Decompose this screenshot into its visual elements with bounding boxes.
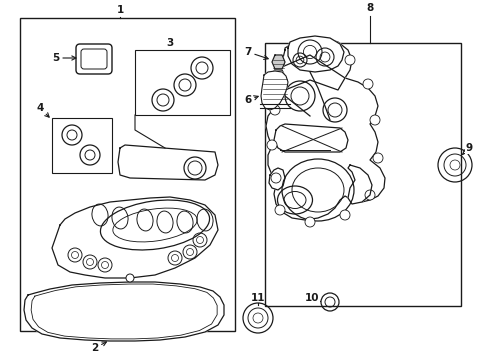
FancyBboxPatch shape	[81, 49, 107, 69]
Polygon shape	[266, 38, 385, 220]
Circle shape	[340, 210, 350, 220]
Circle shape	[126, 274, 134, 282]
Circle shape	[275, 205, 285, 215]
Polygon shape	[118, 145, 218, 180]
Text: 10: 10	[305, 293, 320, 303]
Circle shape	[363, 79, 373, 89]
Polygon shape	[272, 55, 285, 69]
Circle shape	[373, 153, 383, 163]
Polygon shape	[269, 168, 285, 190]
Text: 9: 9	[463, 143, 472, 154]
FancyBboxPatch shape	[76, 44, 112, 74]
Text: 8: 8	[367, 3, 374, 13]
Circle shape	[305, 217, 315, 227]
Polygon shape	[288, 36, 344, 72]
Bar	[20, 18, 235, 331]
Polygon shape	[275, 55, 345, 92]
Bar	[265, 43, 461, 306]
Text: 7: 7	[245, 47, 268, 59]
Text: 11: 11	[251, 293, 265, 303]
Text: 5: 5	[52, 53, 76, 63]
Circle shape	[267, 140, 277, 150]
Text: 2: 2	[91, 342, 106, 353]
Bar	[135, 50, 230, 115]
Bar	[52, 118, 112, 173]
Circle shape	[365, 190, 375, 200]
Text: 6: 6	[245, 95, 258, 105]
Polygon shape	[261, 71, 288, 110]
Circle shape	[271, 173, 281, 183]
Text: 3: 3	[167, 38, 173, 48]
Polygon shape	[24, 282, 224, 341]
Polygon shape	[52, 197, 218, 278]
Circle shape	[345, 55, 355, 65]
Circle shape	[370, 115, 380, 125]
Text: 4: 4	[36, 103, 49, 117]
Text: 1: 1	[117, 5, 123, 15]
Polygon shape	[348, 165, 372, 204]
Polygon shape	[274, 124, 348, 152]
Polygon shape	[268, 70, 285, 90]
Circle shape	[270, 105, 280, 115]
